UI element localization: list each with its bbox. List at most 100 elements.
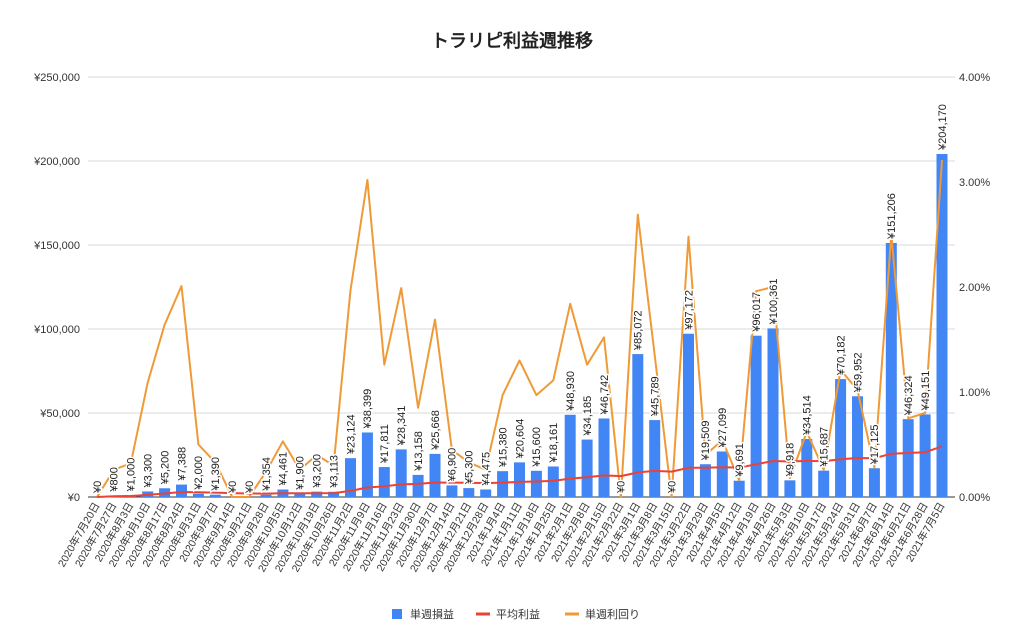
bar-data-label: ¥49,151 xyxy=(920,371,932,412)
right-tick-label: 2.00% xyxy=(959,282,990,294)
bar xyxy=(311,491,323,497)
bar xyxy=(649,420,661,497)
bar-data-label: ¥27,099 xyxy=(717,408,729,449)
bar-data-label: ¥46,324 xyxy=(903,375,915,416)
bar xyxy=(209,494,221,497)
average-line xyxy=(96,445,943,498)
bar-data-label: ¥204,170 xyxy=(937,104,949,151)
bar xyxy=(176,484,187,497)
bar-data-label: ¥34,514 xyxy=(802,395,814,436)
bar-data-label: ¥97,172 xyxy=(683,290,695,331)
bar-data-label: ¥0 xyxy=(92,481,104,494)
bar-data-label: ¥48,930 xyxy=(565,371,577,412)
legend-swatch xyxy=(392,609,402,619)
bar-data-label: ¥4,475 xyxy=(481,452,493,487)
bar-data-label: ¥46,742 xyxy=(599,375,611,416)
bar-data-label: ¥800 xyxy=(109,467,121,492)
bar-data-label: ¥28,341 xyxy=(396,406,408,447)
bar-data-label: ¥3,300 xyxy=(143,454,155,489)
bar-data-label: ¥38,399 xyxy=(362,389,374,430)
bar-data-label: ¥7,388 xyxy=(176,447,188,482)
legend: 単週損益 平均利益 単週利回り xyxy=(392,607,640,621)
bar xyxy=(260,494,272,497)
bar-data-label: ¥19,509 xyxy=(700,420,712,461)
bar xyxy=(294,493,306,497)
bar xyxy=(750,335,762,497)
bar-data-label: ¥100,361 xyxy=(768,279,780,326)
bar xyxy=(598,418,610,497)
bar xyxy=(497,471,509,497)
bar-data-label: ¥6,900 xyxy=(447,448,459,483)
bar-data-label: ¥9,691 xyxy=(734,443,746,478)
bar-data-label: ¥1,900 xyxy=(295,456,307,491)
bar-data-label: ¥18,161 xyxy=(548,423,560,464)
bar-data-label: ¥25,668 xyxy=(430,410,442,451)
left-tick-label: ¥0 xyxy=(67,492,80,504)
data-labels: ¥0 ¥800 ¥1,000 ¥3,300 ¥5,200 ¥7,388 ¥2,000 ¥1,3… xyxy=(90,103,950,496)
bar xyxy=(581,439,593,497)
right-axis: 0.00% 1.00% 2.00% 3.00% 4.00% xyxy=(959,72,990,504)
bar-data-label: ¥1,000 xyxy=(126,458,138,493)
bar-data-label: ¥13,158 xyxy=(413,431,425,472)
bar xyxy=(345,458,356,497)
bar xyxy=(192,493,204,497)
bar xyxy=(514,462,525,497)
bar xyxy=(868,468,880,497)
bar-data-label: ¥151,206 xyxy=(886,193,898,240)
legend-label: 平均利益 xyxy=(496,607,540,621)
bar xyxy=(801,439,813,497)
bar-data-label: ¥5,300 xyxy=(464,450,476,485)
bar-data-label: ¥9,918 xyxy=(785,443,797,478)
bar xyxy=(885,242,897,497)
bar xyxy=(767,328,779,497)
bar xyxy=(378,467,390,497)
bar xyxy=(395,449,407,497)
bar-data-label: ¥1,354 xyxy=(261,457,273,492)
bar-data-label: ¥17,125 xyxy=(869,424,881,465)
x-axis: 2020年7月20日2020年7月27日2020年8月3日2020年8月10日2… xyxy=(55,500,947,574)
bar xyxy=(632,354,644,497)
bar xyxy=(919,414,931,497)
bar-data-label: ¥3,200 xyxy=(312,454,324,489)
bar-data-label: ¥15,600 xyxy=(531,427,543,468)
bar-data-label: ¥96,017 xyxy=(751,292,763,333)
bar-data-label: ¥15,380 xyxy=(497,427,509,468)
bar-data-label: ¥45,789 xyxy=(650,376,662,417)
bar xyxy=(429,453,441,497)
right-tick-label: 4.00% xyxy=(959,72,990,84)
legend-label: 単週損益 xyxy=(410,607,454,621)
right-tick-label: 0.00% xyxy=(959,492,990,504)
bar-data-label: ¥0 xyxy=(616,481,628,494)
bar xyxy=(852,396,863,497)
bar xyxy=(463,488,475,497)
bar xyxy=(818,470,830,497)
bar-data-label: ¥20,604 xyxy=(514,419,526,460)
bar xyxy=(784,480,796,497)
left-tick-label: ¥200,000 xyxy=(33,156,80,168)
bar-data-label: ¥23,124 xyxy=(345,414,357,455)
bar-data-label: ¥0 xyxy=(227,481,239,494)
bar-data-label: ¥34,185 xyxy=(582,396,594,437)
bar-data-label: ¥1,390 xyxy=(210,457,222,492)
bar xyxy=(683,333,694,497)
left-tick-label: ¥100,000 xyxy=(33,324,80,336)
bar-data-label: ¥2,000 xyxy=(193,456,205,491)
bar xyxy=(564,414,576,497)
right-tick-label: 1.00% xyxy=(959,387,990,399)
bar-data-label: ¥3,113 xyxy=(328,455,340,489)
bar-data-label: ¥15,687 xyxy=(819,427,831,468)
left-tick-label: ¥250,000 xyxy=(33,72,80,84)
bar xyxy=(361,432,373,497)
bar xyxy=(733,480,745,497)
bar xyxy=(716,451,728,497)
bar xyxy=(530,470,542,497)
bar-data-label: ¥5,200 xyxy=(159,451,171,486)
bar xyxy=(902,419,914,497)
bar-data-label: ¥70,182 xyxy=(835,335,847,376)
yield-line xyxy=(96,159,943,498)
bar-data-label: ¥17,811 xyxy=(379,424,391,464)
bar xyxy=(328,491,340,497)
bar xyxy=(480,489,492,497)
bar xyxy=(412,474,424,497)
